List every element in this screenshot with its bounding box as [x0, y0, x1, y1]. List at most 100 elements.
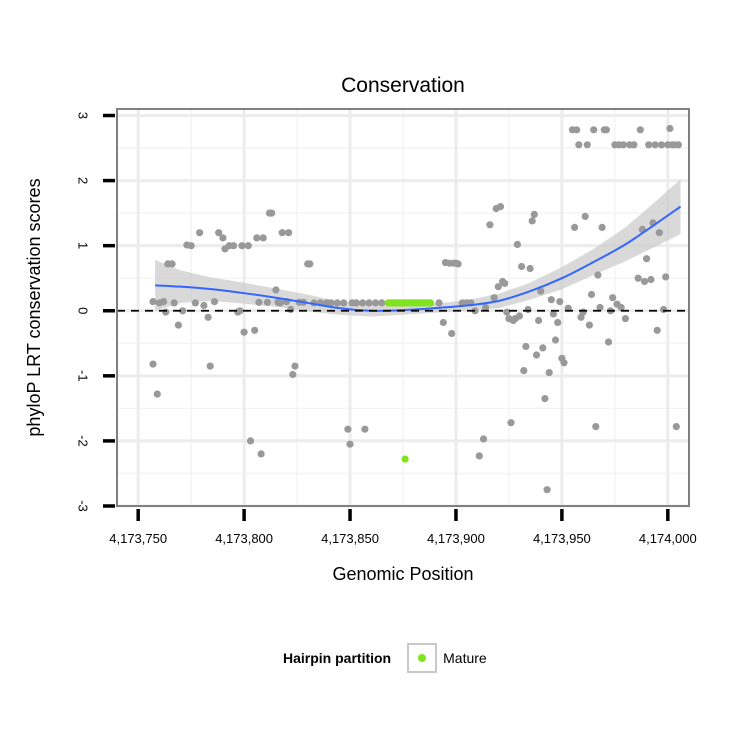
data-point — [660, 305, 668, 314]
series-other — [149, 124, 683, 494]
data-point — [535, 316, 543, 325]
data-point — [340, 299, 348, 307]
data-point — [359, 299, 367, 307]
data-point — [621, 315, 630, 323]
data-point — [287, 305, 295, 314]
confidence-band — [155, 179, 681, 317]
data-point — [187, 242, 195, 250]
data-point — [554, 318, 562, 327]
x-tick-label: 4,174,000 — [639, 531, 697, 546]
data-point — [160, 298, 168, 306]
data-point — [263, 298, 271, 306]
data-point — [255, 298, 263, 306]
data-point — [604, 338, 613, 346]
data-point — [587, 290, 596, 299]
data-point — [666, 124, 674, 133]
data-point — [490, 294, 498, 302]
legend-title: Hairpin partition — [283, 650, 392, 666]
data-point — [522, 342, 530, 351]
series-mature — [384, 299, 435, 463]
data-point — [268, 209, 276, 217]
x-tick-label: 4,173,950 — [533, 531, 591, 546]
y-tick-label: -2 — [76, 435, 91, 447]
data-point — [617, 303, 625, 312]
data-point — [602, 126, 611, 134]
data-point — [598, 223, 606, 231]
data-point — [435, 299, 443, 307]
data-point — [630, 141, 638, 149]
legend: Hairpin partition Mature — [283, 641, 487, 675]
y-tick-label: -3 — [76, 500, 91, 512]
y-tick-label: -1 — [76, 370, 91, 382]
data-point — [530, 210, 538, 218]
data-point — [619, 141, 627, 149]
data-point — [609, 294, 617, 302]
data-point — [645, 141, 653, 149]
data-point — [170, 299, 178, 307]
data-point — [352, 299, 360, 307]
data-point — [545, 369, 553, 377]
x-tick-label: 4,173,750 — [109, 531, 167, 546]
data-point — [448, 329, 456, 338]
data-point — [196, 229, 204, 237]
data-point — [251, 326, 259, 334]
data-point — [520, 367, 528, 375]
data-point — [501, 279, 509, 287]
data-point — [528, 217, 536, 225]
data-point — [579, 308, 587, 316]
data-point — [583, 141, 591, 149]
data-point — [278, 229, 286, 237]
panel-border — [116, 108, 690, 507]
data-point — [532, 351, 541, 359]
data-point — [486, 221, 494, 229]
data-point — [289, 370, 297, 379]
data-point — [653, 326, 661, 334]
data-point — [556, 298, 564, 306]
data-point — [643, 255, 651, 263]
data-point — [149, 360, 157, 368]
data-point — [513, 240, 522, 248]
data-point — [333, 299, 341, 307]
data-point — [581, 212, 589, 220]
data-point — [215, 229, 223, 237]
data-point — [179, 307, 187, 315]
data-point — [285, 229, 293, 237]
mature-point — [426, 299, 435, 307]
data-point — [259, 234, 267, 242]
x-tick-label: 4,173,800 — [215, 531, 273, 546]
chart-title: Conservation — [341, 74, 465, 97]
mature-point — [401, 455, 409, 463]
data-point — [174, 321, 182, 329]
data-point — [229, 242, 238, 250]
data-point — [439, 318, 447, 327]
data-point — [244, 242, 252, 250]
y-axis-title: phyloP LRT conservation scores — [24, 178, 44, 436]
data-point — [636, 126, 644, 134]
data-point — [346, 440, 354, 448]
data-point — [344, 425, 352, 433]
data-point — [475, 452, 483, 460]
data-point — [543, 486, 551, 494]
data-point — [507, 419, 515, 427]
data-point — [496, 203, 505, 211]
data-point — [276, 299, 284, 307]
data-point — [662, 273, 670, 281]
data-point — [573, 126, 581, 134]
data-point — [153, 390, 161, 398]
legend-label-mature: Mature — [443, 650, 487, 666]
legend-dot-mature — [418, 654, 427, 662]
data-point — [240, 328, 248, 336]
data-point — [655, 229, 663, 237]
data-point — [257, 450, 265, 458]
data-point — [503, 308, 511, 316]
y-tick-label: 3 — [76, 112, 91, 119]
data-point — [246, 437, 255, 445]
data-point — [575, 141, 583, 149]
data-point — [454, 260, 462, 268]
data-point — [494, 283, 502, 291]
data-point — [365, 299, 373, 307]
data-point — [219, 234, 227, 242]
data-point — [482, 303, 490, 312]
data-point — [236, 307, 244, 315]
